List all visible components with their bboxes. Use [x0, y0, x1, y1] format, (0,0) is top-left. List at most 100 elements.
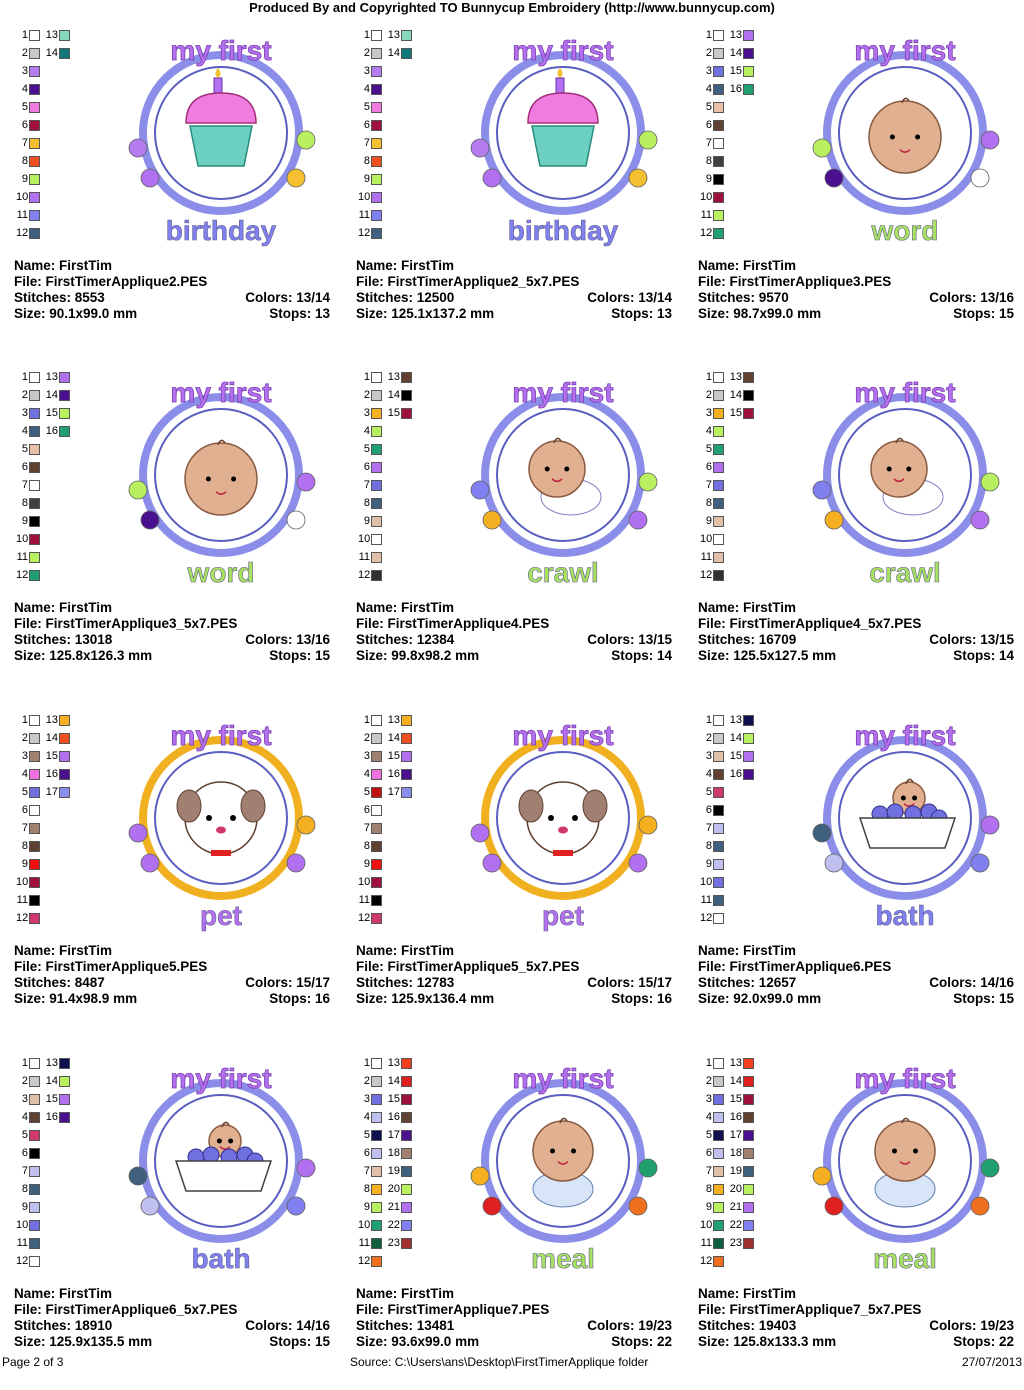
color-swatch	[371, 714, 382, 726]
color-index: 4	[705, 83, 712, 95]
color-index: 15	[729, 1093, 742, 1105]
color-index: 9	[705, 1201, 712, 1213]
color-index: 21	[387, 1201, 400, 1213]
color-index: 12	[358, 569, 371, 581]
color-swatch	[713, 1237, 724, 1249]
color-index: 15	[45, 407, 58, 419]
design-grid: 1 13 2 14 3 4 5 6 7 8 9 10 11 12 my first birthday Name:…	[0, 22, 1024, 1349]
outer-ring	[139, 1079, 303, 1243]
palette-row: 2 14	[700, 729, 754, 747]
eye-right	[228, 1138, 234, 1144]
color-swatch	[371, 47, 382, 59]
color-swatch	[713, 191, 724, 203]
color-palette: 1 13 2 14 3 15 4 16 5 17 6 18 7 19 8 20 9 21 10 22 11 23 12	[700, 1054, 754, 1270]
color-swatch	[59, 47, 70, 59]
palette-row: 12	[358, 1252, 412, 1270]
palette-row: 11	[700, 548, 754, 566]
design-name: Name: FirstTim	[356, 258, 455, 273]
color-index: 7	[705, 479, 712, 491]
color-index: 10	[16, 533, 29, 545]
design-info: Name: FirstTim File: FirstTimerApplique4_…	[698, 600, 1014, 664]
color-swatch	[713, 389, 724, 401]
color-index: 7	[363, 1165, 370, 1177]
side-ornament	[980, 130, 1000, 150]
design-size: Size: 125.9x136.4 mm	[356, 991, 495, 1006]
title-bottom: meal	[873, 1243, 937, 1274]
palette-row: 10	[700, 188, 754, 206]
palette-row: 12	[16, 566, 70, 584]
palette-row: 5	[16, 98, 70, 116]
color-swatch	[371, 191, 382, 203]
palette-row: 7 19	[358, 1162, 412, 1180]
name-row: Name: FirstTim	[698, 1286, 1014, 1302]
color-swatch	[29, 389, 40, 401]
color-index: 12	[16, 227, 29, 239]
size-row: Size: 90.1x99.0 mm Stops: 13	[14, 306, 330, 322]
color-swatch	[401, 1237, 412, 1249]
color-index: 4	[21, 1111, 28, 1123]
stop-count: Stops: 16	[269, 991, 330, 1006]
file-name: File: FirstTimerApplique5.PES	[14, 959, 208, 974]
color-index: 13	[387, 371, 400, 383]
color-index: 5	[363, 786, 370, 798]
color-swatch	[29, 840, 40, 852]
color-swatch	[713, 1057, 724, 1069]
color-index: 17	[387, 1129, 400, 1141]
color-swatch	[743, 1057, 754, 1069]
palette-row: 12	[700, 1252, 754, 1270]
color-index: 1	[21, 371, 28, 383]
stitch-row: Stitches: 13018 Colors: 13/16	[14, 632, 330, 648]
color-swatch	[59, 750, 70, 762]
source-path: Source: C:\Users\ans\Desktop\FirstTimerA…	[350, 1355, 649, 1369]
color-index: 5	[21, 786, 28, 798]
color-count: Colors: 14/16	[929, 975, 1014, 990]
color-index: 11	[700, 209, 712, 221]
embroidery-design: my first bath	[812, 720, 1000, 931]
color-palette: 1 13 2 14 3 15 4 16 5 17 6 18 7 19 8 20 9 21 10 22 11 23 12	[358, 1054, 412, 1270]
palette-row: 6	[16, 1144, 70, 1162]
color-index: 13	[729, 29, 742, 41]
color-swatch	[59, 1111, 70, 1123]
palette-row: 7	[16, 476, 70, 494]
side-ornament	[980, 815, 1000, 835]
side-ornament	[140, 510, 160, 530]
side-ornament	[812, 823, 832, 843]
palette-row: 10	[16, 873, 70, 891]
color-swatch	[371, 551, 382, 563]
color-swatch	[713, 858, 724, 870]
side-ornament	[286, 168, 306, 188]
color-index: 20	[387, 1183, 400, 1195]
file-name: File: FirstTimerApplique2_5x7.PES	[356, 274, 580, 289]
eye-right	[571, 1148, 576, 1154]
file-name: File: FirstTimerApplique3.PES	[698, 274, 892, 289]
name-row: Name: FirstTim	[356, 1286, 672, 1302]
eye-right	[231, 476, 237, 482]
color-swatch	[29, 83, 40, 95]
color-index: 2	[21, 47, 28, 59]
color-swatch	[59, 786, 70, 798]
color-index: 14	[729, 732, 742, 744]
palette-row: 4 16	[16, 765, 70, 783]
color-index: 9	[21, 858, 28, 870]
palette-row: 2 14	[358, 44, 412, 62]
design-info: Name: FirstTim File: FirstTimerApplique7.…	[356, 1286, 672, 1350]
color-swatch	[371, 1165, 382, 1177]
stitch-row: Stitches: 19403 Colors: 19/23	[698, 1318, 1014, 1334]
file-name: File: FirstTimerApplique7.PES	[356, 1302, 550, 1317]
color-index: 13	[729, 714, 742, 726]
color-index: 7	[705, 822, 712, 834]
side-ornament	[140, 853, 160, 873]
stitch-count: Stitches: 13018	[14, 632, 113, 647]
stitch-count: Stitches: 12500	[356, 290, 455, 305]
color-swatch	[371, 750, 382, 762]
stitch-row: Stitches: 16709 Colors: 13/15	[698, 632, 1014, 648]
size-row: Size: 92.0x99.0 mm Stops: 15	[698, 991, 1014, 1007]
file-row: File: FirstTimerApplique3.PES	[698, 274, 1014, 290]
palette-row: 10	[358, 530, 412, 548]
palette-row: 3 15	[16, 404, 70, 422]
design-name: Name: FirstTim	[698, 258, 797, 273]
design-size: Size: 125.8x133.3 mm	[698, 1334, 837, 1349]
color-index: 4	[21, 768, 28, 780]
color-palette: 1 13 2 14 3 15 4 16 5 17 6 7 8 9 10 11 12	[16, 711, 70, 927]
color-index: 13	[45, 29, 58, 41]
